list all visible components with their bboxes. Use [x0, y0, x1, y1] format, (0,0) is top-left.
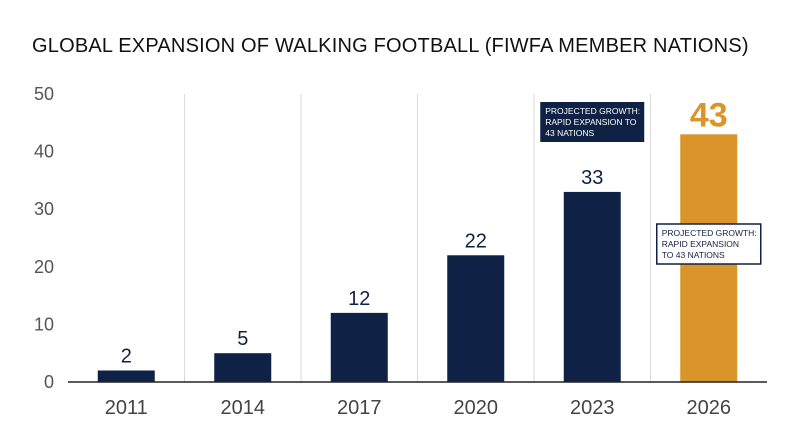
annotation-text: PROJECTED GROWTH: — [662, 228, 757, 238]
y-tick-label: 10 — [34, 314, 54, 334]
x-tick-label: 2026 — [687, 397, 732, 419]
annotation-text: RAPID EXPANSION TO — [545, 117, 637, 127]
y-tick-label: 40 — [34, 142, 54, 162]
x-tick-label: 2020 — [454, 397, 499, 419]
value-labels: 2 5 12 22 33 43 — [121, 96, 728, 367]
y-tick-label: 0 — [44, 372, 54, 392]
annotation-text: 43 NATIONS — [545, 128, 594, 138]
value-label-2020: 22 — [465, 230, 487, 252]
annotation-box — [656, 223, 762, 265]
y-axis-ticks: 0 10 20 30 40 50 — [34, 84, 54, 392]
x-tick-label: 2023 — [570, 397, 615, 419]
value-label-2011: 2 — [121, 345, 132, 367]
bar-2023 — [563, 191, 621, 382]
y-tick-label: 30 — [34, 199, 54, 219]
bars — [97, 134, 738, 382]
annotation-text: TO 43 NATIONS — [662, 250, 725, 260]
bar-2020 — [447, 255, 505, 382]
value-label-2017: 12 — [348, 288, 370, 310]
y-tick-label: 20 — [34, 257, 54, 277]
value-label-2014: 5 — [237, 328, 248, 350]
bar-2017 — [330, 312, 388, 382]
chart-title: GLOBAL EXPANSION OF WALKING FOOTBALL (FI… — [32, 35, 749, 57]
annotation-text: PROJECTED GROWTH: — [545, 106, 640, 116]
x-tick-label: 2017 — [337, 397, 382, 419]
x-axis-ticks: 2011 2014 2017 2020 2023 2026 — [105, 397, 731, 419]
value-label-2026: 43 — [690, 96, 728, 134]
gridlines — [184, 94, 651, 382]
y-tick-label: 50 — [34, 84, 54, 104]
annotation-text: RAPID EXPANSION — [662, 239, 739, 249]
bar-2014 — [214, 353, 272, 382]
value-label-2023: 33 — [581, 167, 603, 189]
bar-2011 — [97, 370, 155, 382]
annotation-box — [540, 102, 645, 142]
x-tick-label: 2011 — [105, 397, 148, 419]
x-tick-label: 2014 — [221, 397, 266, 419]
